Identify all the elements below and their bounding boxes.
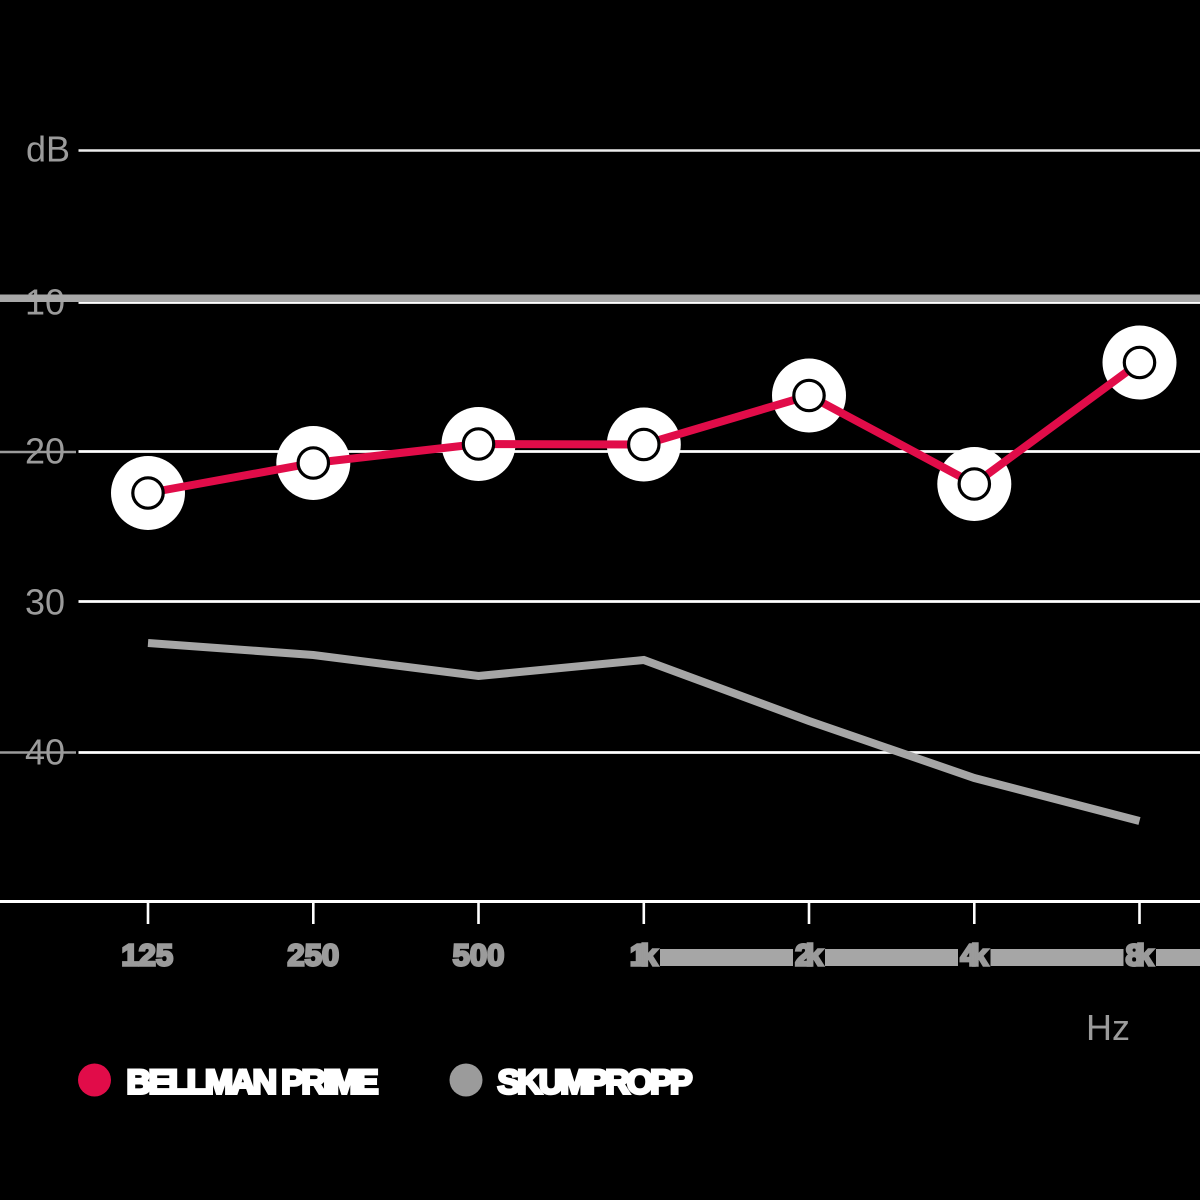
svg-text:40: 40: [25, 732, 65, 773]
svg-text:500: 500: [453, 938, 505, 973]
svg-text:1k: 1k: [630, 938, 659, 973]
svg-text:8k: 8k: [1126, 938, 1155, 973]
svg-text:4k: 4k: [960, 938, 989, 973]
svg-text:Hz: Hz: [1086, 1007, 1130, 1048]
svg-text:125: 125: [121, 938, 173, 973]
svg-text:250: 250: [287, 938, 339, 973]
svg-text:2k: 2k: [795, 938, 824, 973]
svg-text:dB: dB: [26, 129, 70, 170]
svg-text:20: 20: [25, 431, 65, 472]
svg-text:30: 30: [25, 582, 65, 623]
svg-text:SKUMPROPP: SKUMPROPP: [498, 1064, 693, 1102]
svg-text:BELLMAN PRIME: BELLMAN PRIME: [127, 1064, 379, 1102]
